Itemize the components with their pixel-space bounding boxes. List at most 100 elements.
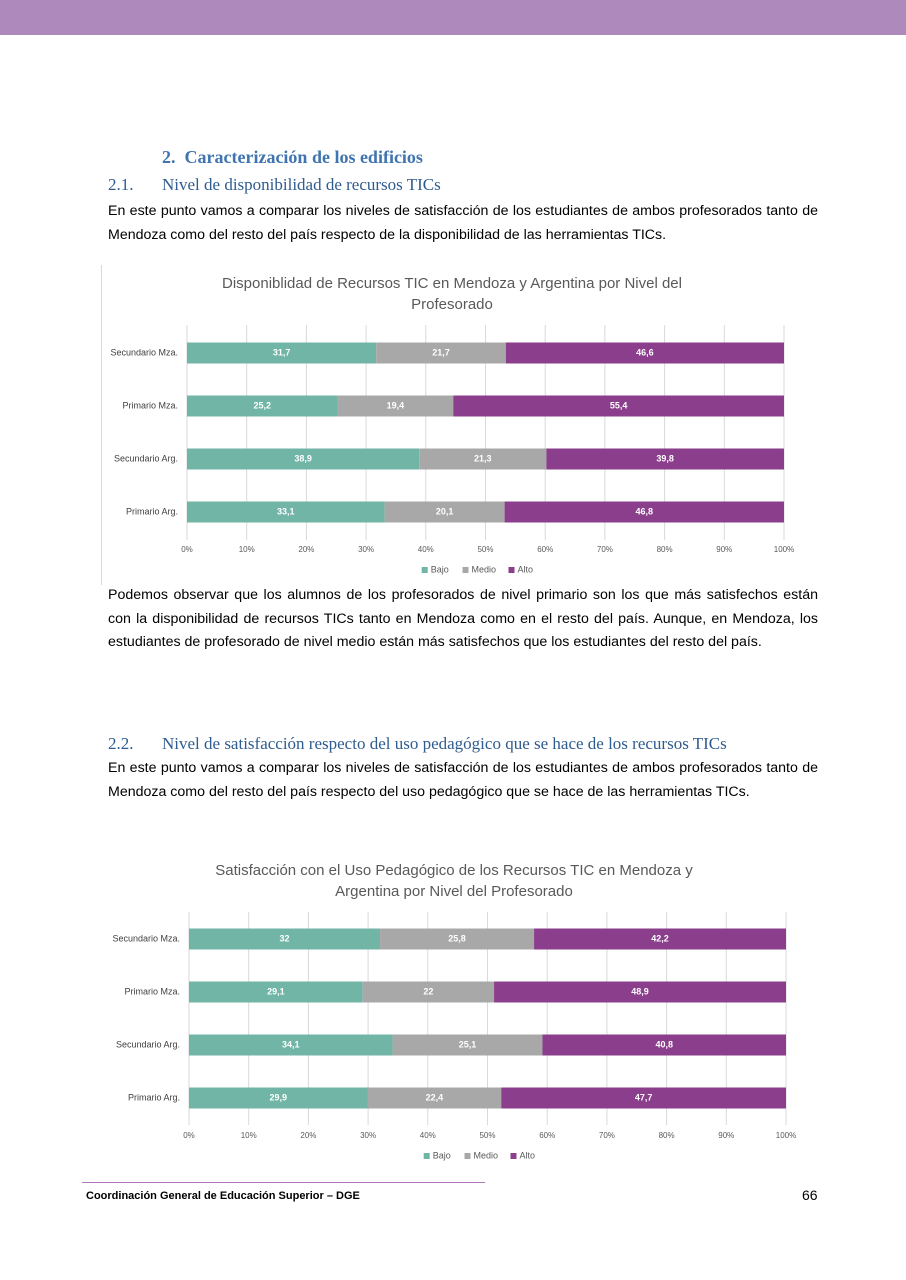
x-tick-label: 30% [360,1131,376,1140]
data-label: 21,7 [432,347,450,357]
section-number: 2. [162,147,176,167]
data-label: 55,4 [610,400,628,410]
x-tick-label: 30% [358,545,374,554]
legend-swatch [421,567,428,573]
page-number: 66 [802,1187,818,1203]
y-tick-label: Secundario Mza. [112,933,180,943]
subsection-number: 2.2. [108,734,134,753]
x-tick-label: 50% [477,545,493,554]
bar-segment [384,501,505,523]
bar-segment [504,501,784,523]
x-tick-label: 50% [479,1131,495,1140]
x-tick-label: 70% [599,1131,615,1140]
paragraph: En este punto vamos a comparar los nivel… [108,760,818,800]
bar-segment [494,981,786,1003]
x-tick-label: 10% [241,1131,257,1140]
bar-segment [367,1087,502,1109]
bar-segment [337,395,454,417]
data-label: 38,9 [294,453,312,463]
subsection-title: Nivel de disponibilidad de recursos TICs [162,175,441,194]
bar-segment [505,342,784,364]
data-label: 47,7 [635,1092,653,1102]
data-label: 46,6 [636,347,654,357]
bar-segment [534,928,786,950]
chart-title: Satisfacción con el Uso Pedagógico de lo… [215,862,693,900]
bar-segment [187,448,420,470]
data-label: 22 [423,986,433,996]
bar-segment [419,448,547,470]
x-tick-label: 60% [539,1131,555,1140]
footer-text: Coordinación General de Educación Superi… [86,1190,360,1202]
legend-swatch [464,1153,471,1159]
y-tick-label: Primario Mza. [124,986,180,996]
y-tick-label: Primario Arg. [128,1092,180,1102]
chart-border [101,265,102,585]
bar-segment [189,928,381,950]
legend-label: Alto [518,564,534,574]
bar-segment [187,342,377,364]
bar-segment [542,1034,786,1056]
data-label: 20,1 [436,506,454,516]
chart-title: Disponiblidad de Recursos TIC en Mendoza… [222,275,682,313]
legend-label: Bajo [431,564,449,574]
data-label: 40,8 [655,1039,673,1049]
x-tick-label: 60% [537,545,553,554]
legend-swatch [510,1153,517,1159]
footer-rule [82,1182,485,1183]
section-title: Caracterización de los edificios [184,147,423,167]
y-tick-label: Primario Mza. [122,400,178,410]
x-tick-label: 80% [659,1131,675,1140]
legend-swatch [423,1153,430,1159]
bar-segment [453,395,784,417]
bar-segment [187,395,338,417]
x-tick-label: 20% [300,1131,316,1140]
data-label: 25,8 [448,933,466,943]
bar-segment [392,1034,543,1056]
bar-segment [546,448,784,470]
data-label: 46,8 [636,506,654,516]
bar-segment [187,501,385,523]
bar-segment [189,981,363,1003]
y-tick-label: Secundario Arg. [116,1039,180,1049]
data-label: 25,2 [253,400,271,410]
subsection-number: 2.1. [108,175,134,194]
bar-segment [362,981,495,1003]
data-label: 48,9 [631,986,649,996]
legend-label: Medio [472,564,497,574]
data-label: 19,4 [387,400,405,410]
bar-segment [380,928,535,950]
data-label: 25,1 [459,1039,477,1049]
legend-label: Alto [520,1150,536,1160]
header-band [0,0,906,35]
x-tick-label: 80% [657,545,673,554]
bar-segment [189,1034,393,1056]
x-tick-label: 70% [597,545,613,554]
data-label: 22,4 [426,1092,444,1102]
data-label: 29,9 [269,1092,287,1102]
legend-swatch [508,567,515,573]
x-tick-label: 90% [718,1131,734,1140]
data-label: 31,7 [273,347,291,357]
x-tick-label: 100% [774,545,794,554]
paragraph: En este punto vamos a comparar los nivel… [108,203,818,243]
legend-label: Bajo [433,1150,451,1160]
x-tick-label: 10% [239,545,255,554]
y-tick-label: Secundario Arg. [114,453,178,463]
data-label: 32 [280,933,290,943]
y-tick-label: Secundario Mza. [110,347,178,357]
section-heading: 2. Caracterización de los edificios [162,147,423,168]
legend-swatch [462,567,469,573]
data-label: 34,1 [282,1039,300,1049]
bar-segment [189,1087,368,1109]
x-tick-label: 40% [420,1131,436,1140]
paragraph: Podemos observar que los alumnos de los … [108,587,818,650]
x-tick-label: 90% [716,545,732,554]
data-label: 33,1 [277,506,295,516]
data-label: 42,2 [651,933,669,943]
data-label: 29,1 [267,986,285,996]
legend-label: Medio [474,1150,499,1160]
bar-segment [501,1087,786,1109]
data-label: 39,8 [656,453,674,463]
